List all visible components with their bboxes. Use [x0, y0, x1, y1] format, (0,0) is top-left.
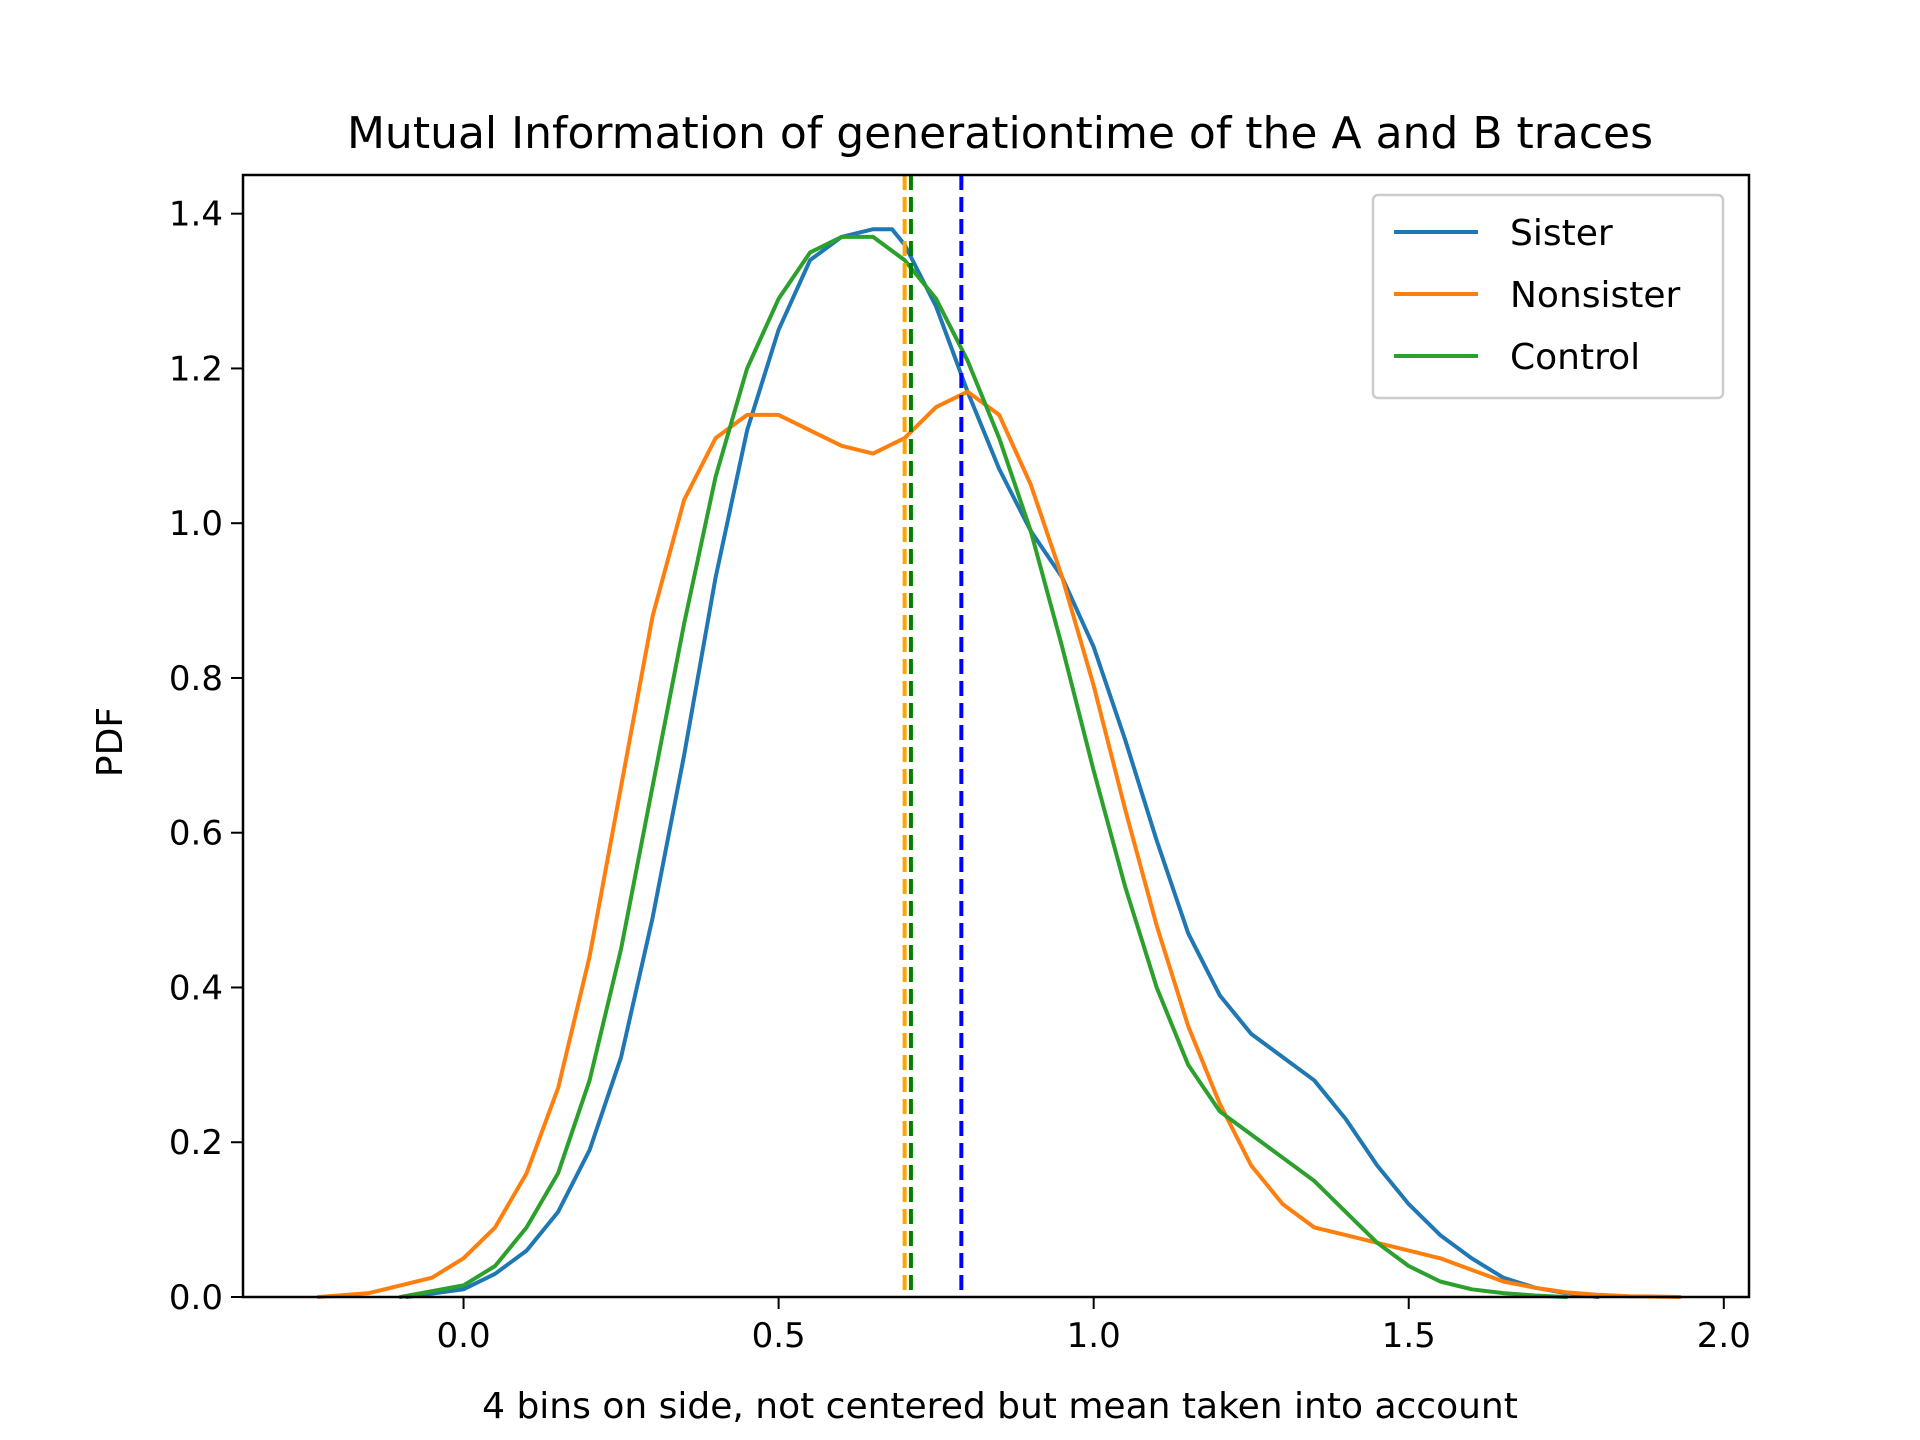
- series-line-control: [398, 234, 1569, 1299]
- x-tick-label: 0.0: [437, 1316, 491, 1356]
- y-tick-label: 1.2: [169, 349, 223, 389]
- y-tick-label: 0.8: [169, 659, 223, 699]
- legend-label-nonsister: Nonsister: [1510, 275, 1681, 316]
- y-tick-label: 1.0: [169, 504, 223, 544]
- legend-box: [1371, 193, 1725, 400]
- y-tick-label: 0.6: [169, 814, 223, 854]
- x-tick-label: 2.0: [1697, 1316, 1751, 1356]
- legend: Sister Nonsister Control: [1371, 193, 1725, 400]
- x-tick-label: 1.5: [1382, 1316, 1436, 1356]
- y-tick-label: 0.0: [169, 1278, 223, 1318]
- series-line-sister: [404, 227, 1600, 1299]
- chart-title: Mutual Information of generationtime of …: [347, 108, 1653, 159]
- y-tick-label: 0.2: [169, 1123, 223, 1163]
- x-tick-label: 0.5: [752, 1316, 806, 1356]
- legend-label-sister: Sister: [1510, 213, 1613, 254]
- x-tick-label: 1.0: [1067, 1316, 1121, 1356]
- legend-label-control: Control: [1510, 337, 1640, 378]
- series-line-nonsister: [316, 389, 1682, 1299]
- plot-area: [316, 175, 1682, 1299]
- x-axis-label: 4 bins on side, not centered but mean ta…: [482, 1386, 1518, 1427]
- axis-ticks: 0.0 0.5 1.0 1.5 2.0 0.0 0.2 0.4 0.6 0.8 1.0 1.2 1.4: [169, 195, 1751, 1356]
- y-tick-label: 1.4: [169, 195, 223, 235]
- y-axis-label: PDF: [90, 707, 131, 777]
- axes-frame: [241, 173, 1751, 1299]
- y-tick-label: 0.4: [169, 968, 223, 1008]
